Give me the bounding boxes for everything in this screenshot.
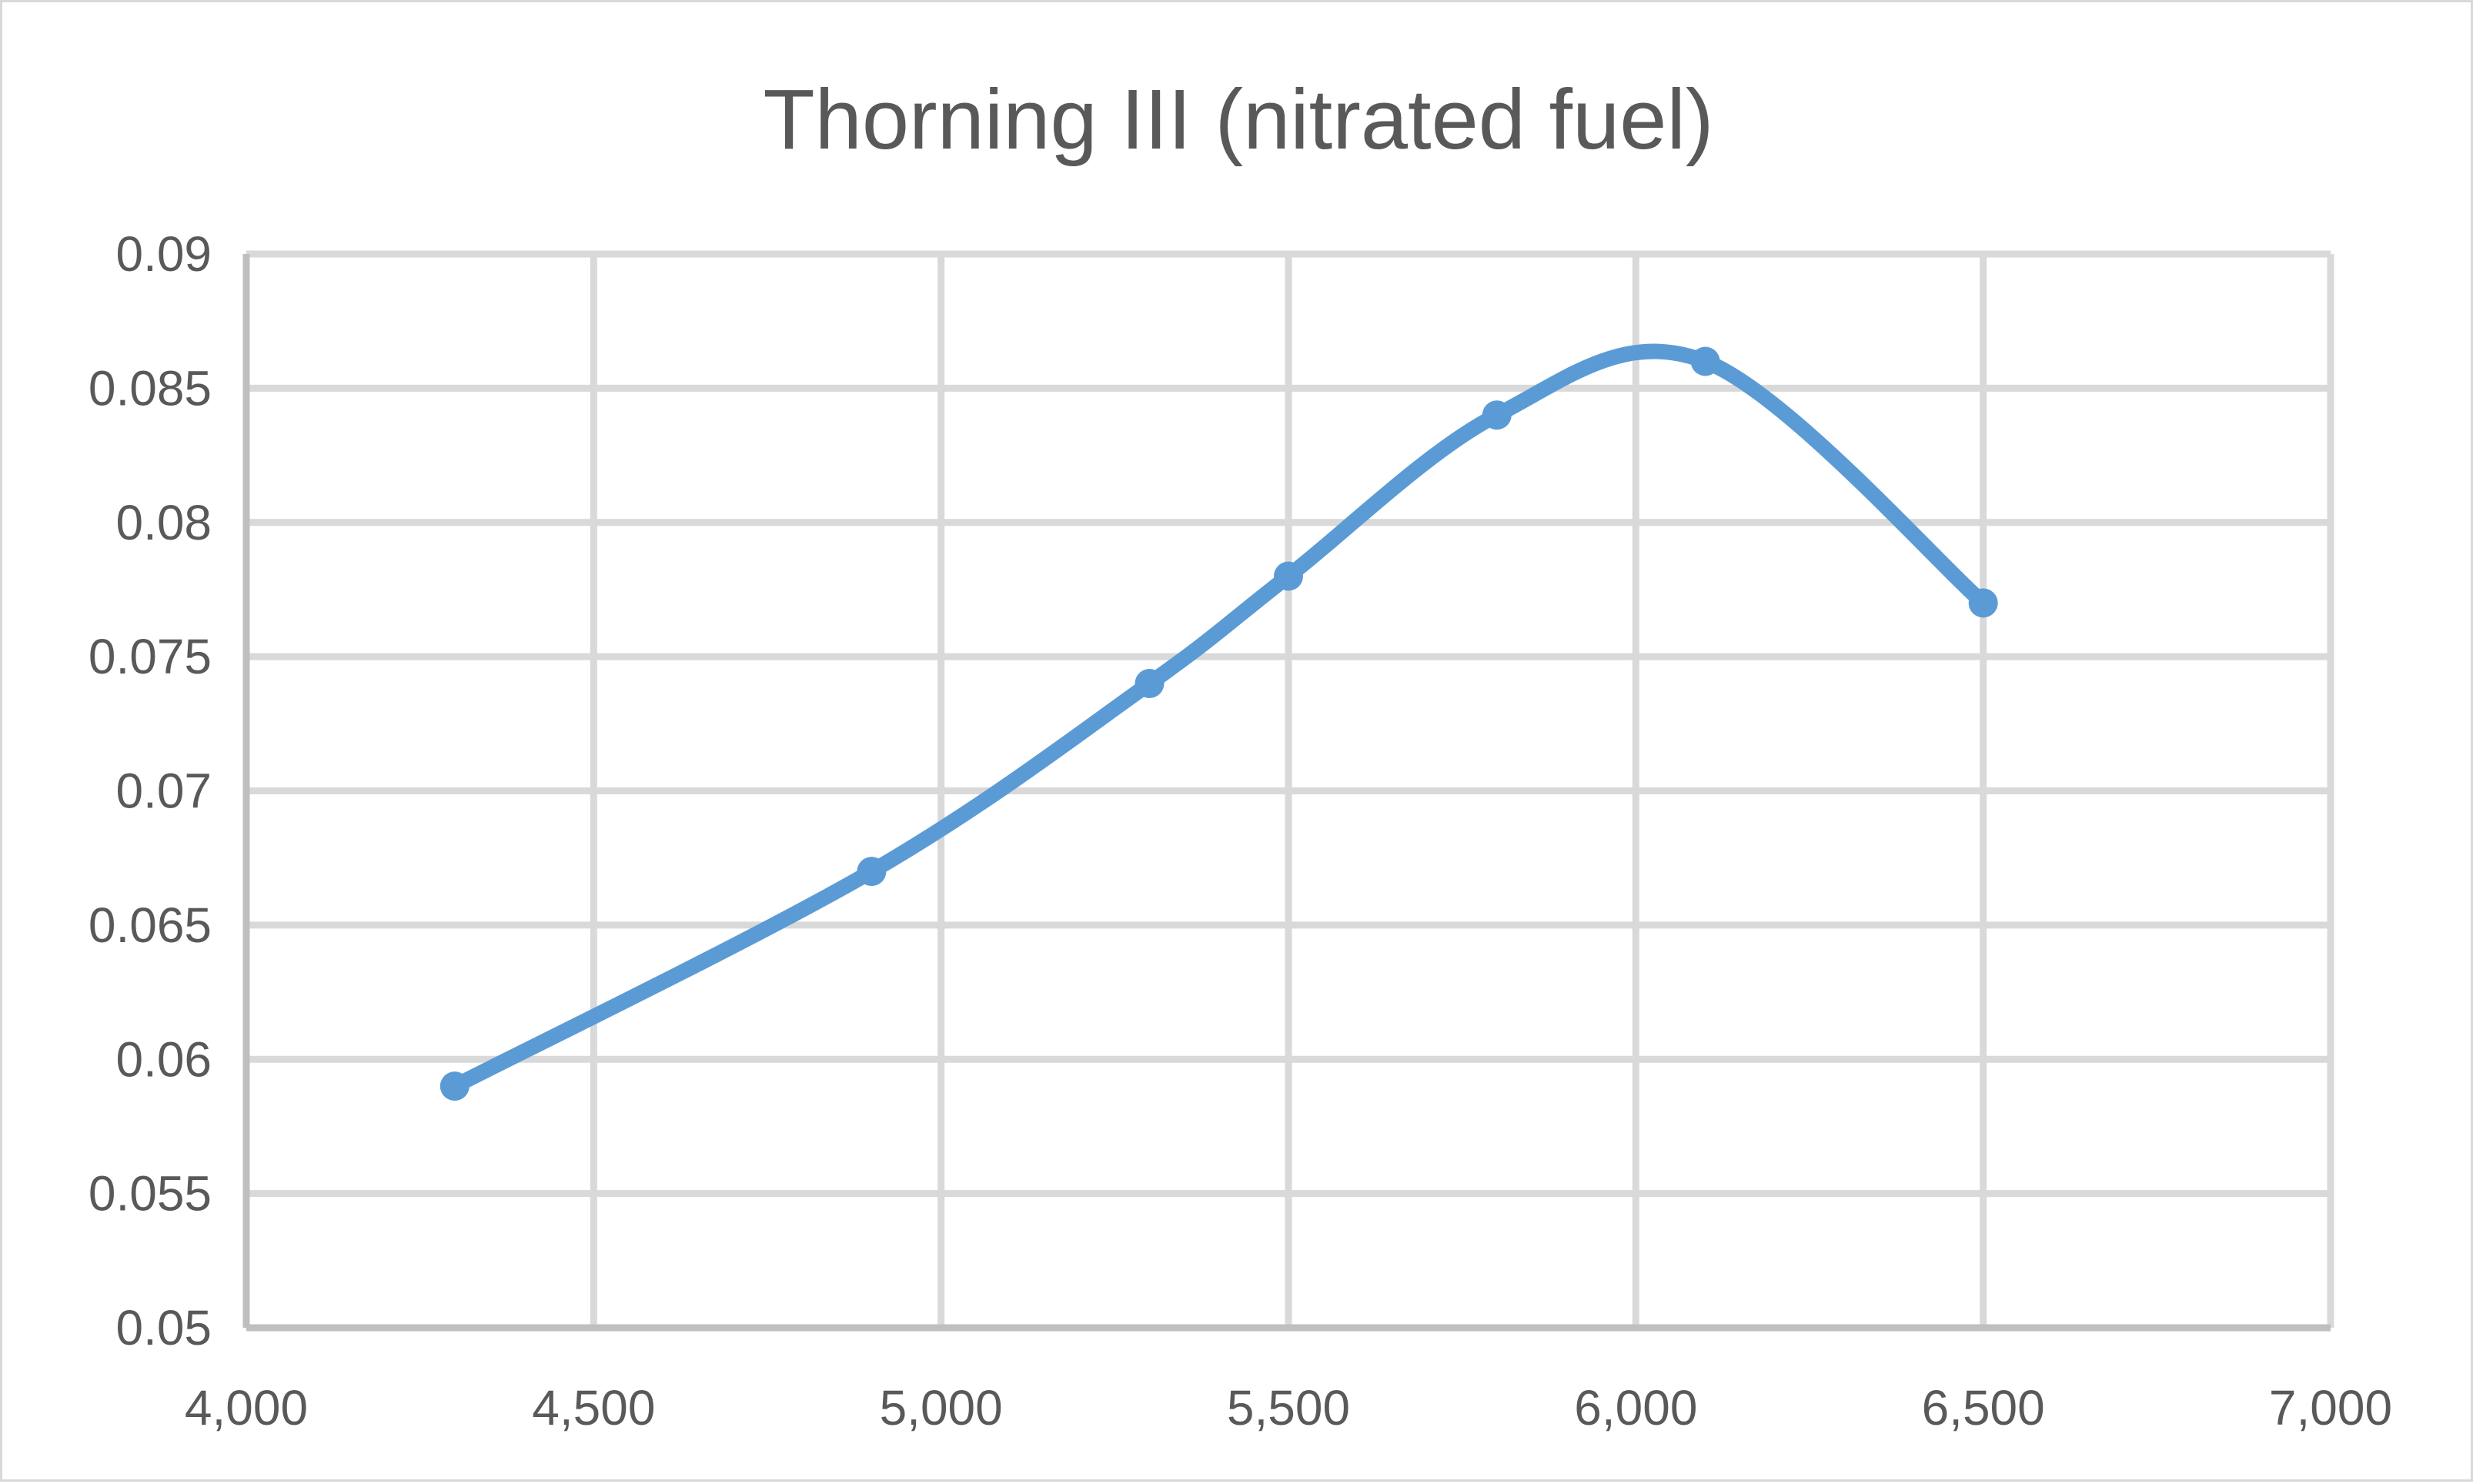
x-tick-label: 5,000 [880,1380,1003,1436]
data-point [1968,588,1998,618]
axes [242,254,2331,1332]
grid-lines [246,250,2334,1328]
chart-title: Thorning III (nitrated fuel) [763,72,1713,167]
y-tick-label: 0.08 [115,495,212,550]
y-tick-label: 0.085 [89,360,212,416]
y-tick-label: 0.065 [89,897,212,953]
data-point [1690,346,1720,376]
data-point [857,857,887,887]
x-axis-tick-labels: 4,000 4,500 5,000 5,500 6,000 6,500 7,000 [185,1380,2392,1436]
y-tick-label: 0.05 [115,1300,212,1355]
y-tick-label: 0.055 [89,1166,212,1222]
series-line [446,343,1991,1095]
x-tick-label: 4,500 [532,1380,655,1436]
data-point [1135,669,1165,698]
y-tick-label: 0.07 [115,764,212,819]
x-tick-label: 6,500 [1922,1380,2045,1436]
x-tick-label: 6,000 [1574,1380,1697,1436]
x-tick-label: 5,500 [1227,1380,1350,1436]
data-series [439,343,1998,1101]
y-tick-label: 0.06 [115,1031,212,1087]
y-tick-label: 0.09 [115,226,212,282]
data-point [1274,561,1303,591]
y-axis-tick-labels: 0.05 0.055 0.06 0.065 0.07 0.075 0.08 0.085 0.09 [89,226,212,1355]
data-point [1482,400,1512,430]
y-tick-label: 0.075 [89,629,212,684]
x-tick-label: 4,000 [185,1380,308,1436]
data-point [439,1071,470,1101]
x-tick-label: 7,000 [2269,1380,2392,1436]
